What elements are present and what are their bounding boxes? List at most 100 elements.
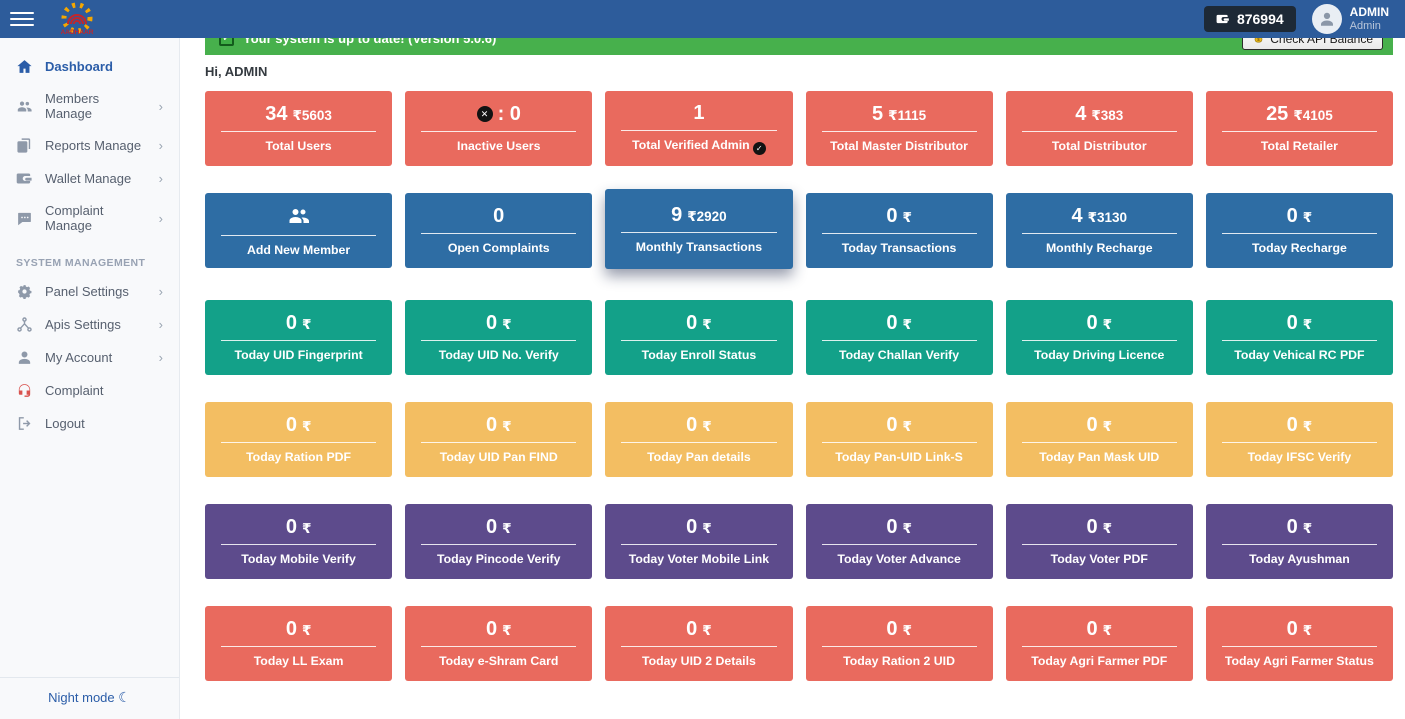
card-divider: [1221, 442, 1377, 443]
stat-card-today-pan-uid-link-s[interactable]: 0 ₹ Today Pan-UID Link-S: [805, 402, 993, 477]
card-value: 5 ₹1115: [872, 103, 927, 125]
reports-icon: [16, 137, 33, 154]
user-meta: ADMIN Admin: [1350, 5, 1389, 32]
card-value: 0 ₹: [285, 516, 312, 538]
sidebar-item-apis-settings[interactable]: Apis Settings ›: [0, 308, 179, 341]
stat-card-today-ration-pdf[interactable]: 0 ₹ Today Ration PDF: [205, 402, 393, 477]
stat-card-monthly-transactions[interactable]: 9 ₹2920 Monthly Transactions: [605, 189, 793, 269]
stat-card-today-ayushman[interactable]: 0 ₹ Today Ayushman: [1205, 504, 1393, 579]
card-value: 0 ₹: [686, 312, 712, 334]
stat-card-today-vehical-rc-pdf[interactable]: 0 ₹ Today Vehical RC PDF: [1205, 300, 1393, 375]
card-label: Today Voter PDF: [1050, 552, 1148, 566]
stat-card-today-transactions[interactable]: 0 ₹ Today Transactions: [805, 193, 993, 268]
sidebar-item-label: Panel Settings: [45, 284, 129, 299]
stat-card-today-uid-pan-find[interactable]: 0 ₹ Today UID Pan FIND: [405, 402, 593, 477]
stat-card-today-e-shram-card[interactable]: 0 ₹ Today e-Shram Card: [405, 606, 593, 681]
stat-card-today-pincode-verify[interactable]: 0 ₹ Today Pincode Verify: [405, 504, 593, 579]
sidebar-item-members-manage[interactable]: Members Manage ›: [0, 83, 179, 129]
stat-card-today-voter-pdf[interactable]: 0 ₹ Today Voter PDF: [1005, 504, 1193, 579]
brand-logo[interactable]: AADHAAR: [44, 2, 110, 36]
sidebar-item-logout[interactable]: Logout: [0, 407, 179, 440]
svg-text:$: $: [1258, 36, 1261, 41]
sidebar-item-my-account[interactable]: My Account ›: [0, 341, 179, 374]
wallet-balance-badge[interactable]: 876994: [1203, 6, 1296, 32]
stat-card-today-uid-fingerprint[interactable]: 0 ₹ Today UID Fingerprint: [205, 300, 393, 375]
stat-card-today-agri-farmer-pdf[interactable]: 0 ₹ Today Agri Farmer PDF: [1005, 606, 1193, 681]
stat-card-total-master-distributor[interactable]: 5 ₹1115 Total Master Distributor: [805, 91, 993, 166]
stat-card-inactive-users[interactable]: ✕ : 0 Inactive Users: [405, 91, 593, 166]
stat-card-today-pan-mask-uid[interactable]: 0 ₹ Today Pan Mask UID: [1005, 402, 1193, 477]
stat-card-total-retailer[interactable]: 25 ₹4105 Total Retailer: [1205, 91, 1393, 166]
card-label: Today IFSC Verify: [1247, 450, 1352, 464]
card-divider: [621, 646, 777, 647]
sidebar-item-complaint-manage[interactable]: Complaint Manage ›: [0, 195, 179, 241]
sidebar-item-panel-settings[interactable]: Panel Settings ›: [0, 275, 179, 308]
top-header-bar: AADHAAR 876994 ADMIN Admin: [0, 0, 1405, 38]
stat-card-today-challan-verify[interactable]: 0 ₹ Today Challan Verify: [805, 300, 993, 375]
card-divider: [821, 544, 977, 545]
home-icon: [16, 58, 33, 75]
gear-icon: [16, 283, 33, 300]
stat-card-total-distributor[interactable]: 4 ₹383 Total Distributor: [1005, 91, 1193, 166]
stat-card-open-complaints[interactable]: 0 Open Complaints: [405, 193, 593, 268]
card-label: Today Voter Advance: [837, 552, 961, 566]
sidebar-item-wallet-manage[interactable]: Wallet Manage ›: [0, 162, 179, 195]
card-label: Today Enroll Status: [641, 348, 757, 362]
stat-card-total-users[interactable]: 34 ₹5603 Total Users: [205, 91, 393, 166]
card-divider: [1221, 646, 1377, 647]
card-value: 0 ₹: [1286, 618, 1313, 640]
card-value: 0 ₹: [285, 414, 312, 436]
stat-card-today-ll-exam[interactable]: 0 ₹ Today LL Exam: [205, 606, 393, 681]
card-label: Today Transactions: [841, 241, 957, 255]
stat-card-today-uid-no-verify[interactable]: 0 ₹ Today UID No. Verify: [405, 300, 593, 375]
card-divider: [821, 646, 977, 647]
stat-card-today-ration-2-uid[interactable]: 0 ₹ Today Ration 2 UID: [805, 606, 993, 681]
stat-card-total-verified-admin[interactable]: 1 Total Verified Admin ✓: [605, 91, 793, 166]
stat-card-today-recharge[interactable]: 0 ₹ Today Recharge: [1205, 193, 1393, 268]
card-label: Total Distributor: [1051, 139, 1147, 153]
chevron-right-icon: ›: [158, 350, 163, 365]
card-label: Today Pan Mask UID: [1039, 450, 1160, 464]
stat-card-today-agri-farmer-status[interactable]: 0 ₹ Today Agri Farmer Status: [1205, 606, 1393, 681]
card-label: Today UID 2 Details: [641, 654, 756, 668]
card-value: 0 ₹: [1286, 205, 1313, 227]
card-label: Today Pincode Verify: [437, 552, 561, 566]
card-label: Open Complaints: [447, 241, 550, 255]
user-menu[interactable]: ADMIN Admin: [1311, 4, 1389, 34]
stat-card-today-pan-details[interactable]: 0 ₹ Today Pan details: [605, 402, 793, 477]
users-icon: [205, 204, 392, 228]
stat-card-today-driving-licence[interactable]: 0 ₹ Today Driving Licence: [1005, 300, 1193, 375]
card-value: ✕ : 0: [405, 104, 592, 124]
card-label: Today UID Pan FIND: [439, 450, 558, 464]
stat-card-monthly-recharge[interactable]: 4 ₹3130 Monthly Recharge: [1005, 193, 1193, 268]
sidebar-item-dashboard[interactable]: Dashboard: [0, 50, 179, 83]
card-divider: [1021, 131, 1177, 132]
card-label: Today Pan details: [647, 450, 751, 464]
card-divider: [1221, 233, 1377, 234]
chevron-right-icon: ›: [158, 284, 163, 299]
add-new-member-card[interactable]: Add New Member: [205, 193, 393, 268]
card-value: 0 ₹: [886, 516, 912, 538]
card-divider: [1021, 340, 1177, 341]
stat-card-today-ifsc-verify[interactable]: 0 ₹ Today IFSC Verify: [1205, 402, 1393, 477]
sidebar-item-reports-manage[interactable]: Reports Manage ›: [0, 129, 179, 162]
card-label: Monthly Recharge: [1045, 241, 1153, 255]
card-divider: [221, 544, 377, 545]
stat-card-today-enroll-status[interactable]: 0 ₹ Today Enroll Status: [605, 300, 793, 375]
hamburger-menu-icon[interactable]: [10, 12, 34, 26]
card-divider: [821, 442, 977, 443]
stat-card-today-uid-2-details[interactable]: 0 ₹ Today UID 2 Details: [605, 606, 793, 681]
card-label: Today Ayushman: [1249, 552, 1350, 566]
sidebar-item-complaint[interactable]: Complaint: [0, 374, 179, 407]
sidebar-item-label: Reports Manage: [45, 138, 142, 153]
stat-card-today-voter-advance[interactable]: 0 ₹ Today Voter Advance: [805, 504, 993, 579]
stat-card-today-voter-mobile-link[interactable]: 0 ₹ Today Voter Mobile Link: [605, 504, 793, 579]
card-divider: [621, 442, 777, 443]
sidebar-item-label: Logout: [45, 416, 85, 431]
card-label: Inactive Users: [457, 139, 541, 153]
x-circle-icon: ✕: [476, 106, 493, 122]
card-label: Today Mobile Verify: [241, 552, 356, 566]
night-mode-toggle[interactable]: Night mode ☾: [0, 677, 179, 719]
stat-card-today-mobile-verify[interactable]: 0 ₹ Today Mobile Verify: [205, 504, 393, 579]
card-label: Today LL Exam: [253, 654, 344, 668]
